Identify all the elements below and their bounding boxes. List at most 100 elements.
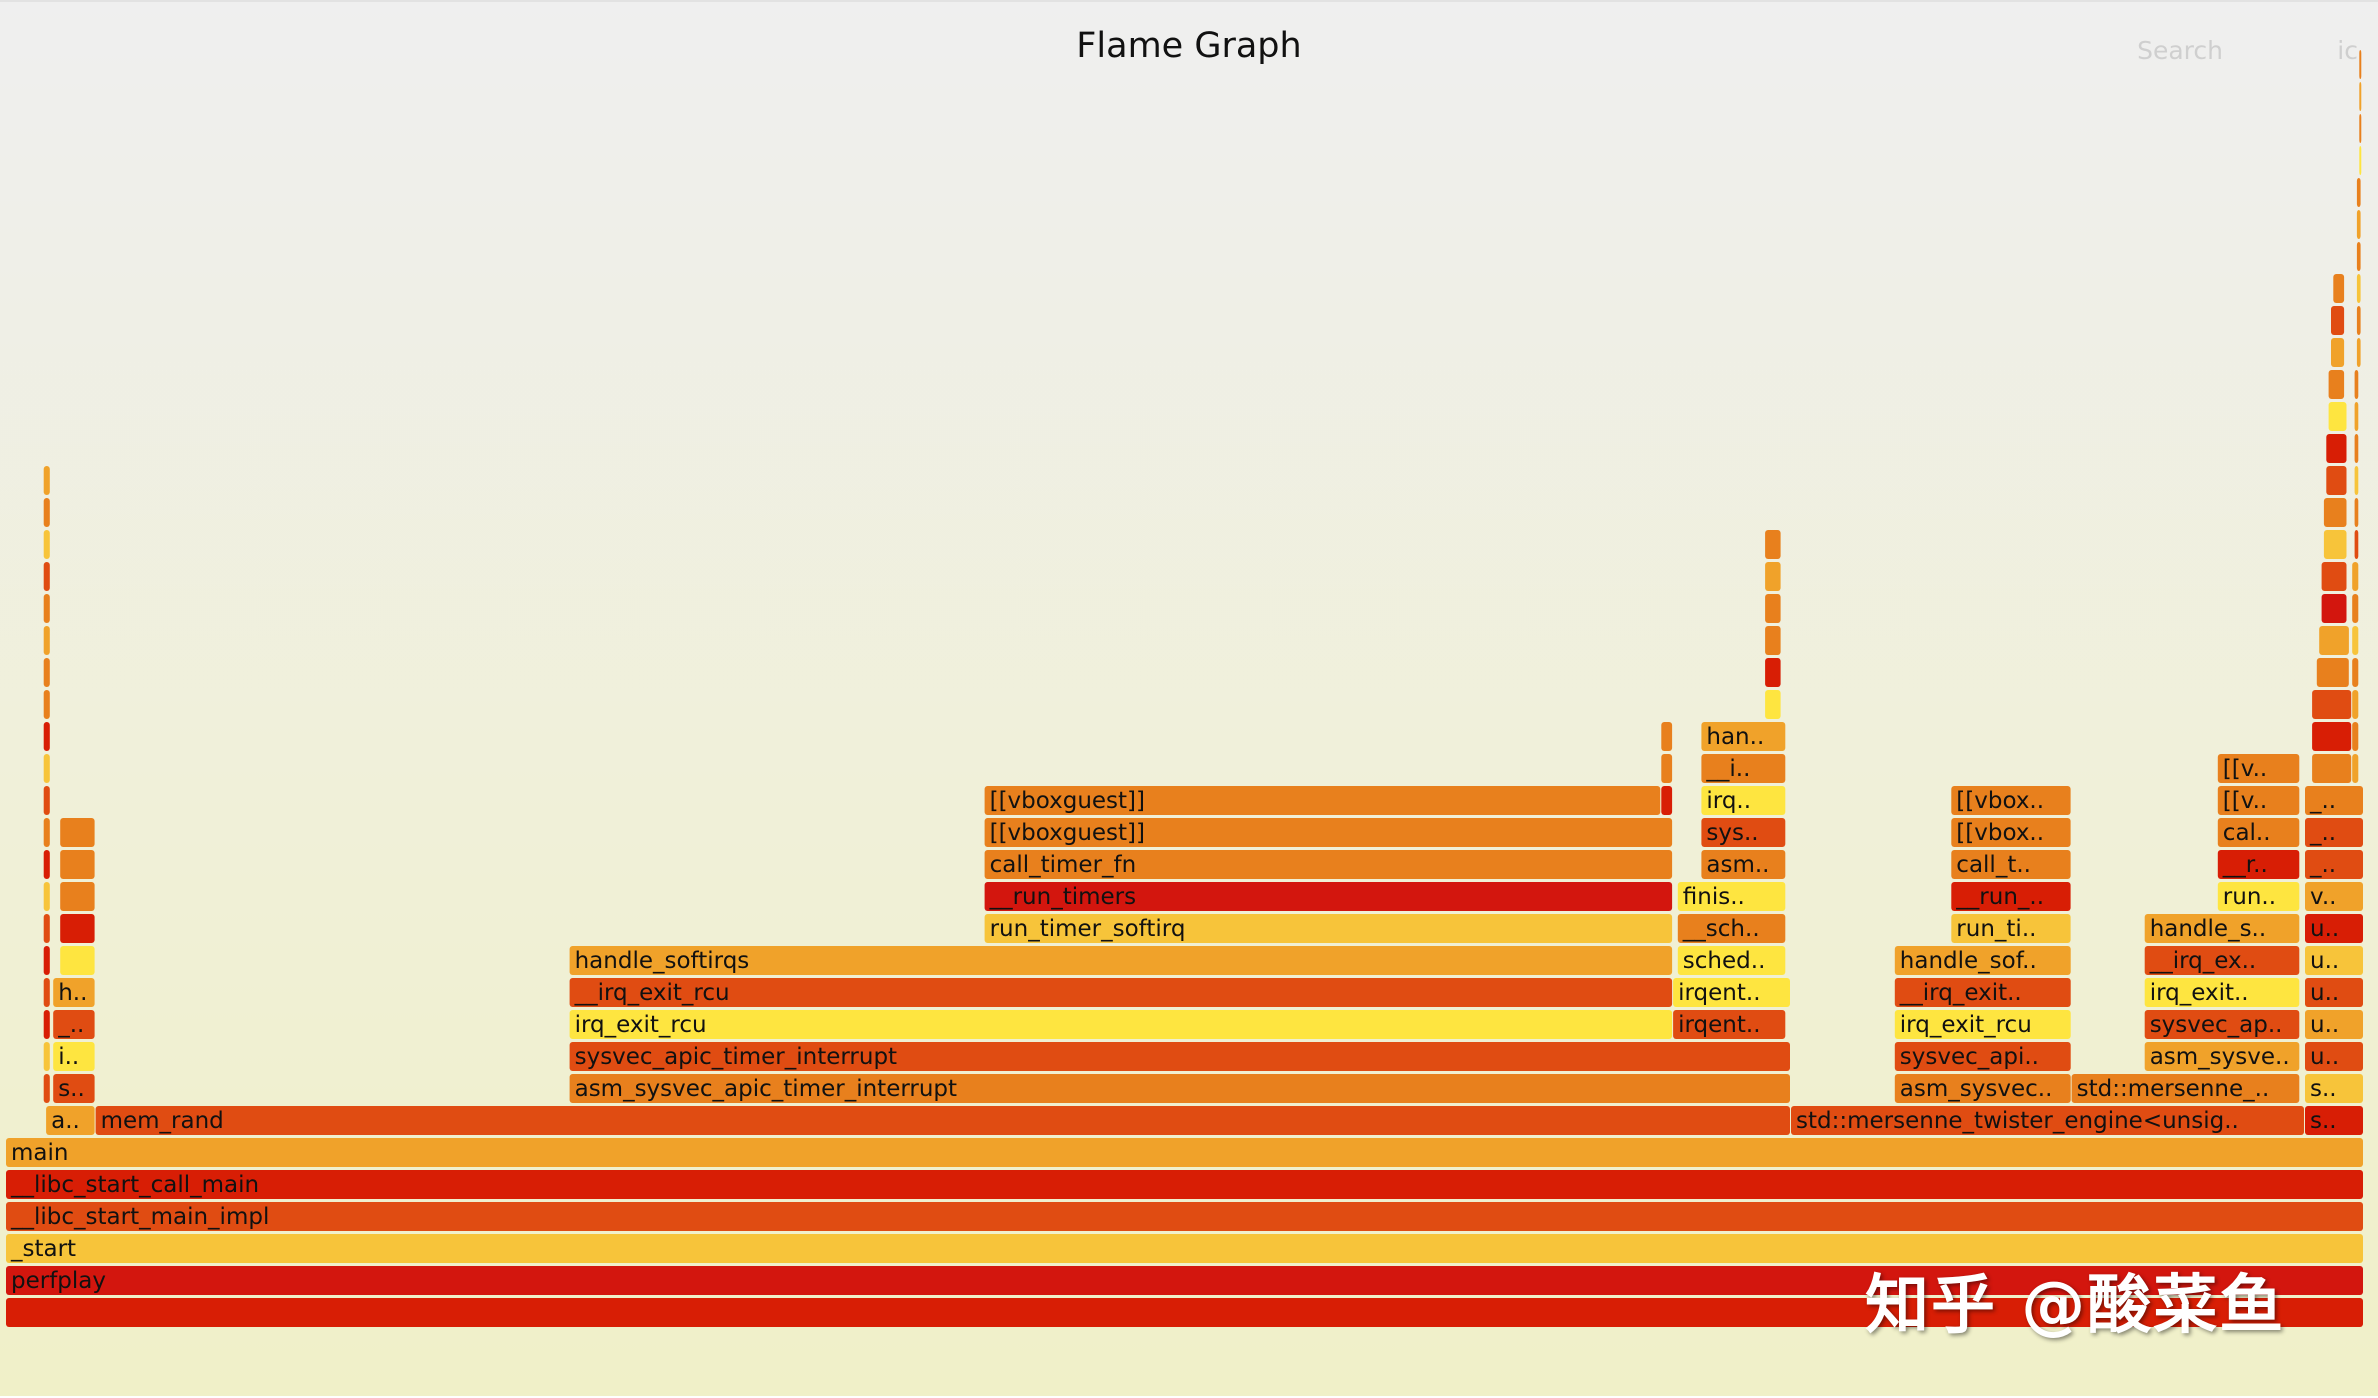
flame-frame[interactable]: run.. xyxy=(2217,882,2300,911)
flame-frame-rect[interactable] xyxy=(2328,370,2345,399)
flame-frame[interactable]: __run_.. xyxy=(1951,882,2071,911)
flame-frame[interactable] xyxy=(43,1010,50,1039)
flame-frame-rect[interactable] xyxy=(1765,690,1781,719)
flame-frame[interactable]: irqent.. xyxy=(1673,1010,1786,1039)
flame-frame[interactable]: sysvec_ap.. xyxy=(2144,1010,2300,1039)
flame-frame-rect[interactable] xyxy=(2305,1010,2363,1039)
flame-frame-rect[interactable] xyxy=(2352,594,2359,623)
flame-frame-rect[interactable] xyxy=(43,626,50,655)
flame-frame-rect[interactable] xyxy=(1765,562,1781,591)
flame-frame-rect[interactable] xyxy=(2217,882,2300,911)
flame-frame-rect[interactable] xyxy=(984,914,1673,943)
flame-frame[interactable] xyxy=(2352,690,2359,719)
flame-frame-rect[interactable] xyxy=(2359,146,2362,175)
flame-frame[interactable]: u.. xyxy=(2305,1042,2363,1071)
flame-frame[interactable] xyxy=(2328,370,2345,399)
flame-frame-rect[interactable] xyxy=(60,818,95,847)
flame-frame[interactable] xyxy=(2352,754,2359,783)
flame-frame-rect[interactable] xyxy=(2356,242,2361,271)
flame-frame-rect[interactable] xyxy=(2352,562,2359,591)
flame-frame[interactable] xyxy=(1765,562,1781,591)
flame-frame-rect[interactable] xyxy=(2359,114,2362,143)
flame-frame-rect[interactable] xyxy=(569,1010,1673,1039)
flame-frame[interactable]: [[v.. xyxy=(2217,786,2300,815)
flame-frame-rect[interactable] xyxy=(2217,850,2300,879)
flame-frame[interactable] xyxy=(2316,658,2349,687)
flame-frame-rect[interactable] xyxy=(2354,498,2359,527)
flame-frame-rect[interactable] xyxy=(95,1106,1791,1135)
flame-frame-rect[interactable] xyxy=(2359,82,2362,111)
flame-frame[interactable]: sched.. xyxy=(1677,946,1786,975)
flame-frame[interactable]: perfplay xyxy=(6,1266,2363,1295)
flame-frame-rect[interactable] xyxy=(53,1010,95,1039)
flame-frame[interactable] xyxy=(43,530,50,559)
flame-frame[interactable] xyxy=(2326,434,2347,463)
flame-frame-rect[interactable] xyxy=(569,1042,1790,1071)
flame-frame[interactable] xyxy=(43,754,50,783)
flame-frame[interactable]: handle_sof.. xyxy=(1894,946,2071,975)
search-button[interactable]: Search xyxy=(2137,36,2223,65)
flame-frame-rect[interactable] xyxy=(2144,946,2300,975)
flame-frame-rect[interactable] xyxy=(1951,914,2071,943)
flame-frame-rect[interactable] xyxy=(2359,50,2362,79)
flame-frame-rect[interactable] xyxy=(2305,978,2363,1007)
flame-frame[interactable] xyxy=(43,1074,50,1103)
flame-frame[interactable]: irq_exit_rcu xyxy=(1894,1010,2071,1039)
flame-frame-rect[interactable] xyxy=(984,786,1661,815)
flame-frame-rect[interactable] xyxy=(1894,946,2071,975)
flame-frame[interactable] xyxy=(2331,338,2345,367)
flame-frame-rect[interactable] xyxy=(43,818,50,847)
flame-frame-rect[interactable] xyxy=(1951,786,2071,815)
flame-frame[interactable] xyxy=(2326,466,2347,495)
flame-frame[interactable]: finis.. xyxy=(1677,882,1786,911)
flame-frame-rect[interactable] xyxy=(43,754,50,783)
flame-frame[interactable]: cal.. xyxy=(2217,818,2300,847)
flame-frame[interactable]: u.. xyxy=(2305,946,2363,975)
flame-frame[interactable]: u.. xyxy=(2305,978,2363,1007)
flame-frame[interactable] xyxy=(2352,626,2359,655)
flame-frame-rect[interactable] xyxy=(1765,626,1781,655)
flame-frame-rect[interactable] xyxy=(1701,818,1786,847)
flame-frame[interactable] xyxy=(2359,146,2362,175)
flame-frame[interactable]: _.. xyxy=(53,1010,95,1039)
flame-frame[interactable] xyxy=(43,690,50,719)
flame-frame[interactable] xyxy=(43,1042,50,1071)
flame-frame-rect[interactable] xyxy=(2321,594,2347,623)
flame-frame[interactable] xyxy=(1661,754,1673,783)
flame-frame[interactable]: __libc_start_main_impl xyxy=(6,1202,2363,1231)
flame-frame-rect[interactable] xyxy=(1701,722,1786,751)
flame-frame-rect[interactable] xyxy=(2323,530,2347,559)
flame-frame[interactable] xyxy=(2312,754,2352,783)
flame-frame-rect[interactable] xyxy=(2352,754,2359,783)
flame-frame-rect[interactable] xyxy=(1894,978,2071,1007)
flame-frame[interactable] xyxy=(2352,722,2359,751)
flame-frame-rect[interactable] xyxy=(2356,306,2361,335)
flame-frame-rect[interactable] xyxy=(2352,690,2359,719)
flame-frame[interactable]: mem_rand xyxy=(95,1106,1791,1135)
flame-frame[interactable]: std::mersenne_.. xyxy=(2071,1074,2300,1103)
flame-frame[interactable] xyxy=(60,946,95,975)
flame-frame[interactable]: call_timer_fn xyxy=(984,850,1673,879)
flame-frame-rect[interactable] xyxy=(2352,658,2359,687)
flame-frame-rect[interactable] xyxy=(2305,818,2363,847)
flame-frame-rect[interactable] xyxy=(43,530,50,559)
flame-frame-rect[interactable] xyxy=(60,946,95,975)
flame-frame-rect[interactable] xyxy=(2321,562,2347,591)
flame-frame-rect[interactable] xyxy=(60,850,95,879)
flame-frame[interactable]: [[vboxguest]] xyxy=(984,786,1661,815)
flame-frame-rect[interactable] xyxy=(2328,402,2347,431)
flame-frame[interactable]: s.. xyxy=(2305,1074,2363,1103)
flame-frame[interactable] xyxy=(2333,274,2345,303)
flame-frame-rect[interactable] xyxy=(6,1298,2363,1327)
flame-frame-rect[interactable] xyxy=(1661,722,1673,751)
flame-frame[interactable]: __run_timers xyxy=(984,882,1673,911)
flame-frame-rect[interactable] xyxy=(6,1234,2363,1263)
flame-frame-rect[interactable] xyxy=(2331,338,2345,367)
flame-frame-rect[interactable] xyxy=(2144,914,2300,943)
flame-frame[interactable] xyxy=(2359,114,2362,143)
flame-frame[interactable]: a.. xyxy=(46,1106,95,1135)
flame-frame-rect[interactable] xyxy=(43,562,50,591)
flame-frame-rect[interactable] xyxy=(1661,754,1673,783)
flame-frame-rect[interactable] xyxy=(2326,466,2347,495)
flame-frame-rect[interactable] xyxy=(60,914,95,943)
